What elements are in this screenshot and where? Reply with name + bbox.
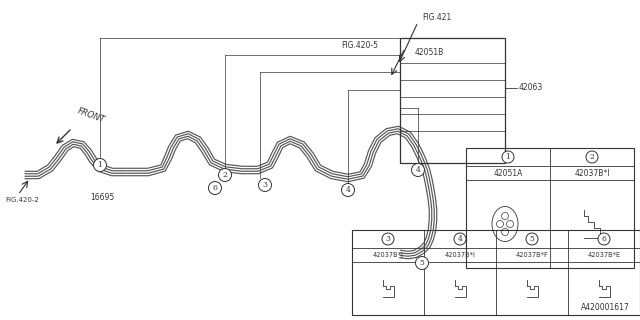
Text: 42037B*F: 42037B*F	[516, 252, 548, 258]
Text: 6: 6	[602, 235, 607, 243]
Text: 42063: 42063	[519, 84, 543, 92]
Text: 42037B*E: 42037B*E	[588, 252, 621, 258]
Circle shape	[382, 233, 394, 245]
Circle shape	[598, 233, 610, 245]
Text: 5: 5	[420, 259, 424, 267]
Text: 42051B: 42051B	[415, 48, 444, 57]
Text: 4: 4	[346, 186, 351, 194]
Text: A420001617: A420001617	[581, 303, 630, 312]
Circle shape	[502, 151, 514, 163]
Bar	[400, 38, 505, 163]
Text: FRONT: FRONT	[76, 107, 106, 125]
Text: FIG.420-2: FIG.420-2	[5, 197, 39, 203]
Text: 42037B*J: 42037B*J	[372, 252, 403, 258]
Circle shape	[526, 233, 538, 245]
Text: 16695: 16695	[90, 193, 115, 202]
Circle shape	[218, 169, 232, 181]
Text: 6: 6	[212, 184, 218, 192]
Circle shape	[586, 151, 598, 163]
Text: 2: 2	[589, 153, 595, 161]
Circle shape	[209, 181, 221, 195]
Circle shape	[259, 179, 271, 191]
Text: 3: 3	[385, 235, 390, 243]
Circle shape	[415, 257, 429, 269]
Circle shape	[93, 158, 106, 172]
Text: 1: 1	[97, 161, 102, 169]
Text: 3: 3	[262, 181, 268, 189]
Text: FIG.420-5: FIG.420-5	[341, 42, 378, 51]
Circle shape	[412, 164, 424, 177]
Circle shape	[454, 233, 466, 245]
Text: 2: 2	[223, 171, 227, 179]
Text: 4: 4	[415, 166, 420, 174]
Text: FIG.421: FIG.421	[422, 13, 451, 22]
Bar	[352, 230, 640, 315]
Text: 5: 5	[529, 235, 534, 243]
Text: 42051A: 42051A	[493, 169, 523, 178]
Text: 1: 1	[506, 153, 511, 161]
Text: 42037B*I: 42037B*I	[445, 252, 476, 258]
Bar	[466, 148, 634, 268]
Circle shape	[342, 183, 355, 196]
Text: 42037B*I: 42037B*I	[574, 169, 610, 178]
Text: 4: 4	[458, 235, 463, 243]
